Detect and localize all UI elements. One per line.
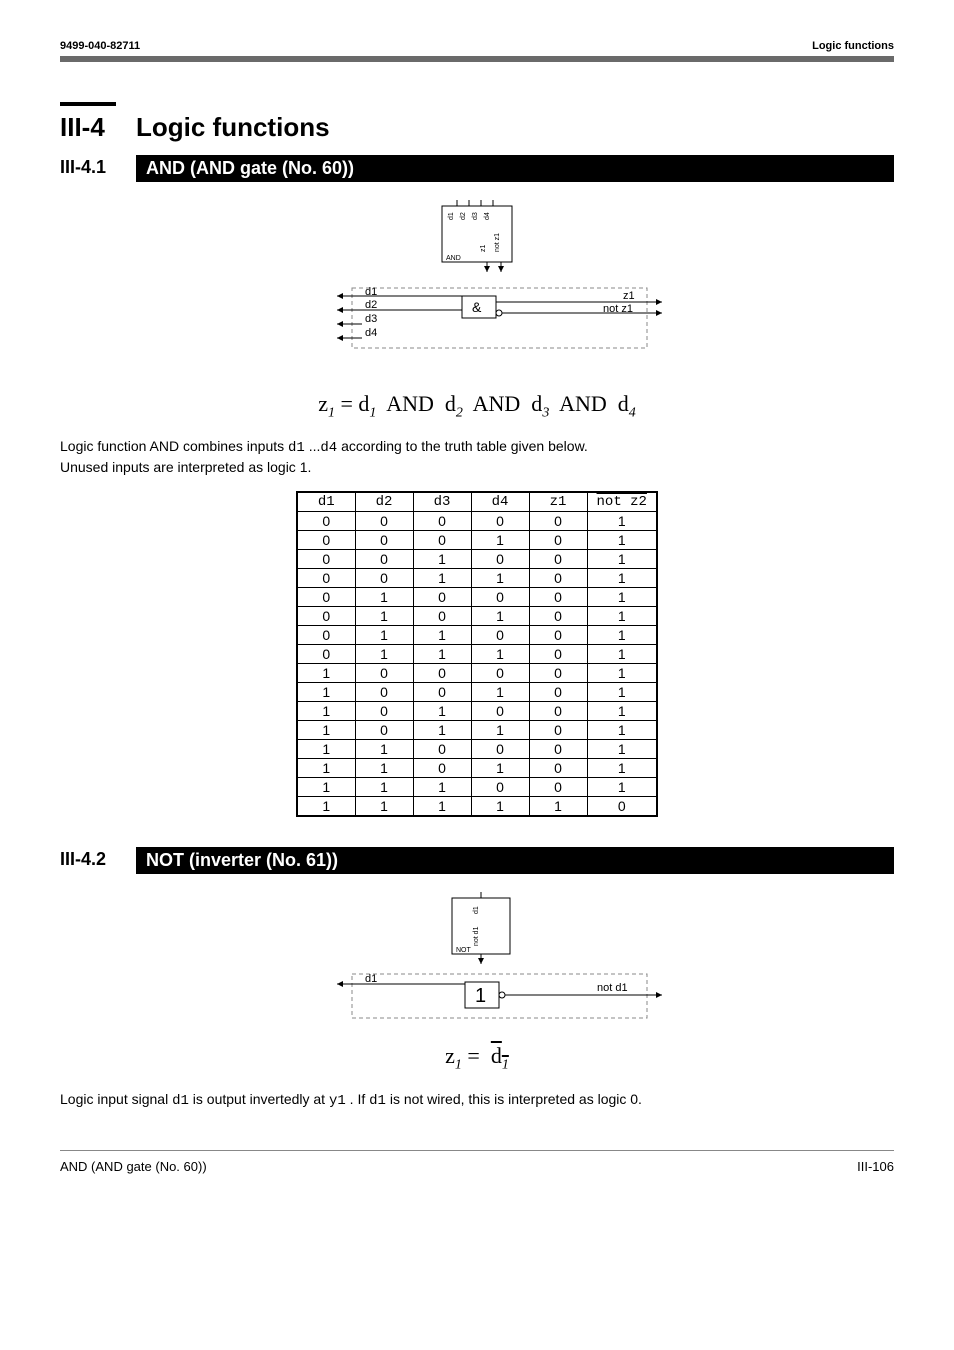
svg-text:d1: d1 [365,973,377,985]
and-body: Logic function AND combines inputs d1 ..… [60,437,894,477]
table-row: 010001 [297,588,657,607]
table-row: 001101 [297,569,657,588]
page-header: 9499-040-82711 Logic functions [60,40,894,52]
footer-rule [60,1150,894,1151]
section-number: III-4.2 [60,847,136,874]
table-row: 000001 [297,512,657,531]
footer-left: AND (AND gate (No. 60)) [60,1159,207,1174]
svg-text:d2: d2 [365,299,377,311]
table-row: 111001 [297,778,657,797]
table-col-header: z1 [529,492,587,512]
table-row: 000101 [297,531,657,550]
svg-text:not z1: not z1 [494,233,501,252]
svg-text:d3: d3 [365,313,377,325]
table-row: 001001 [297,550,657,569]
svg-text:z1: z1 [623,290,635,302]
gate-symbol: & [472,299,482,315]
svg-text:d4: d4 [365,327,377,339]
bottom-pins: z1 not z1 [480,233,501,272]
table-row: 010101 [297,607,657,626]
svg-text:d1: d1 [473,906,480,914]
svg-text:z1: z1 [480,245,487,253]
header-right: Logic functions [812,40,894,52]
table-row: 011001 [297,626,657,645]
chapter-num-bar [60,102,116,106]
section-heading-not: III-4.2 NOT (inverter (No. 61)) [60,847,894,874]
svg-text:d3: d3 [472,212,479,220]
svg-text:d2: d2 [460,212,467,220]
svg-text:d1: d1 [448,212,455,220]
chapter-heading: III-4 Logic functions [60,102,894,143]
table-col-header: d3 [413,492,471,512]
footer-right: III-106 [857,1159,894,1174]
not-body: Logic input signal d1 is output inverted… [60,1090,894,1111]
and-figure: AND d1 d2 d3 d4 z1 not z1 & d1 [60,200,894,375]
chapter-title: Logic functions [136,112,330,143]
table-row: 110001 [297,740,657,759]
table-col-header: not z2 [587,492,657,512]
table-row: 101001 [297,702,657,721]
header-rule [60,56,894,62]
and-truth-table: d1d2d3d4z1not z2 00000100010100100100110… [296,491,658,817]
table-col-header: d2 [355,492,413,512]
section-number: III-4.1 [60,155,136,182]
svg-text:d4: d4 [484,212,491,220]
section-heading-and: III-4.1 AND (AND gate (No. 60)) [60,155,894,182]
table-row: 100101 [297,683,657,702]
table-row: 110101 [297,759,657,778]
table-col-header: d4 [471,492,529,512]
block-label: AND [446,255,461,262]
top-pins: d1 d2 d3 d4 [448,200,493,220]
not-figure: NOT d1 not d1 1 d1 not d1 [60,892,894,1027]
svg-text:not d1: not d1 [597,982,628,994]
page-footer: AND (AND gate (No. 60)) III-106 [60,1159,894,1174]
table-col-header: d1 [297,492,355,512]
table-row: 011101 [297,645,657,664]
table-row: 100001 [297,664,657,683]
header-left: 9499-040-82711 [60,40,140,52]
section-title: NOT (inverter (No. 61)) [136,847,894,874]
and-formula: z1 = d1 AND d2 AND d3 AND d4 [60,391,894,421]
not-formula: z1 = d1 [60,1043,894,1073]
svg-text:not z1: not z1 [603,303,633,315]
gate-symbol: 1 [475,985,486,1007]
section-title: AND (AND gate (No. 60)) [136,155,894,182]
svg-text:not d1: not d1 [473,927,480,947]
table-row: 111110 [297,797,657,817]
table-row: 101101 [297,721,657,740]
chapter-number: III-4 [60,112,105,142]
block-label: NOT [456,947,472,954]
